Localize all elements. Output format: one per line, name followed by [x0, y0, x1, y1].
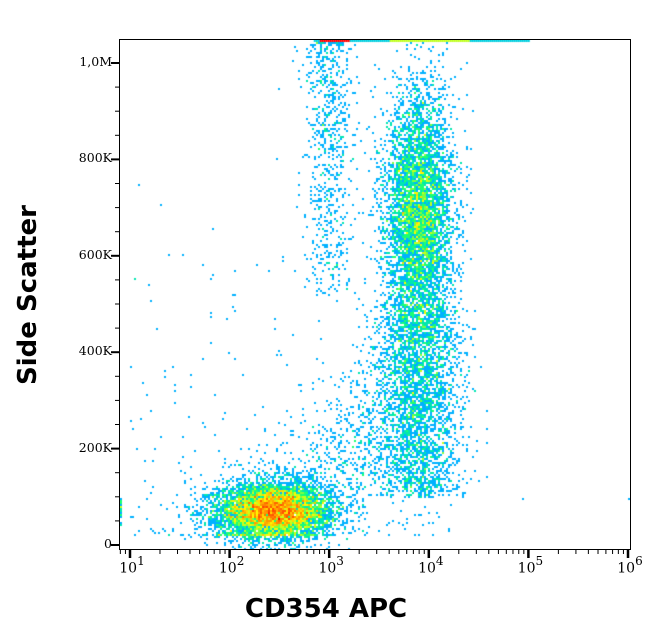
plot-frame: [119, 39, 631, 550]
density-scatter-plot: [120, 40, 630, 549]
x-tick-label: 105: [517, 554, 544, 577]
x-tick-label: 103: [318, 554, 344, 577]
x-tick-label: 101: [119, 554, 145, 577]
x-axis-title: CD354 APC: [244, 594, 408, 624]
y-tick-label: 400K: [78, 343, 112, 359]
x-tick-label: 102: [218, 554, 245, 577]
y-tick-label: 1,0M: [79, 54, 112, 69]
x-tick-label: 104: [418, 554, 444, 577]
y-axis-title: Side Scatter: [13, 205, 43, 385]
y-tick-label: 600K: [78, 246, 112, 262]
x-tick-label: 106: [617, 554, 643, 577]
y-tick-label: 200K: [78, 439, 112, 455]
y-tick-label: 800K: [78, 150, 112, 166]
y-tick-label: 0: [104, 536, 112, 551]
